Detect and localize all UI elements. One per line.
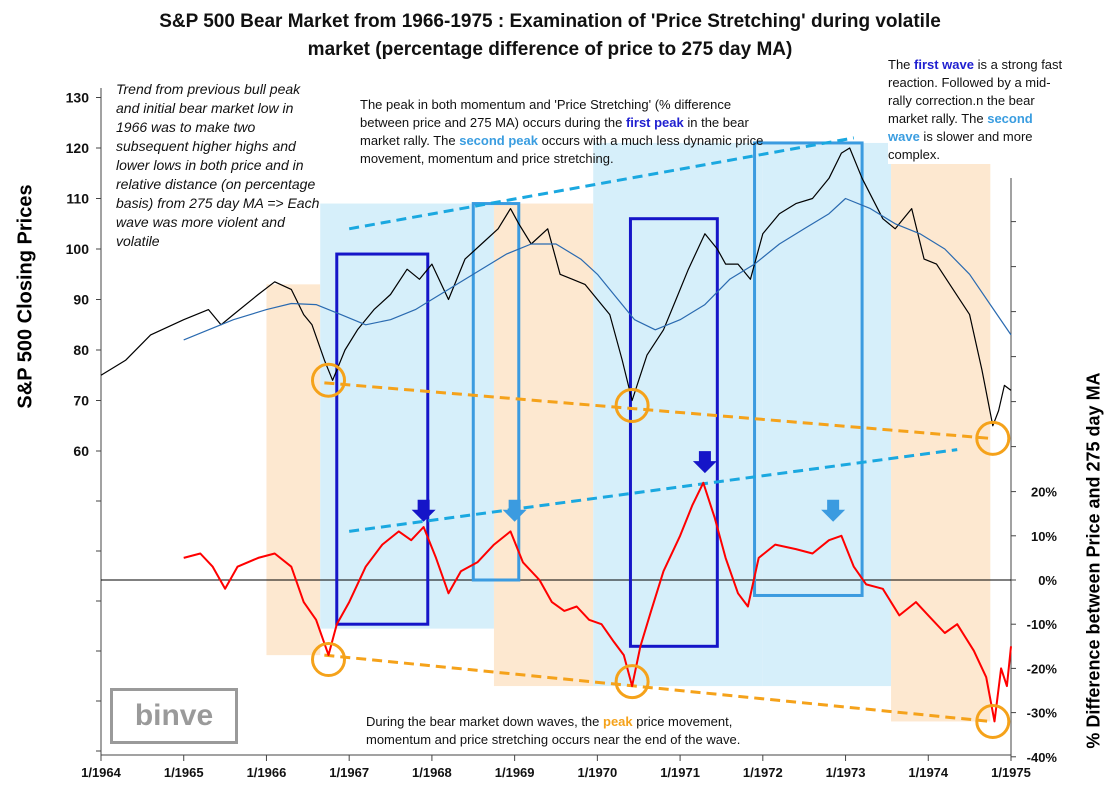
band-1 [266, 284, 321, 656]
low-circle-marker [311, 362, 346, 398]
x-tick-label: 1/1965 [164, 765, 204, 780]
ma-275-line [183, 197, 1012, 341]
diff-highs-trendline [348, 448, 958, 533]
low-circle-marker [975, 703, 1011, 739]
left-tick-label: 110 [66, 191, 89, 207]
note-peak-text-b: in the bear market rally. The [360, 115, 749, 148]
right-tick-label: -20% [1027, 661, 1058, 676]
trend-lines [324, 136, 991, 723]
left-tick-label: 120 [66, 140, 90, 156]
right-tick-label: 10% [1031, 529, 1057, 544]
chart-title-line2: market (percentage difference of price t… [307, 39, 793, 60]
left-tick-label: 100 [66, 241, 90, 257]
note-wave-second: second wave [888, 111, 1033, 144]
band-2 [320, 203, 494, 629]
x-tick-label: 1/1974 [908, 765, 949, 780]
chart-title-line1: S&P 500 Bear Market from 1966-1975 : Exa… [159, 11, 941, 32]
series-lines [100, 147, 1012, 723]
peak-arrow-icon [821, 499, 846, 522]
peak-arrow-icon [411, 499, 436, 522]
low-circle-marker [311, 642, 346, 678]
x-tick-label: 1/1968 [412, 765, 452, 780]
note-trend: Trend from previous bull peak and initia… [116, 81, 320, 249]
x-tick-label: 1/1971 [660, 765, 700, 780]
band-4 [593, 142, 763, 687]
low-circle-marker [975, 420, 1011, 456]
band-5 [762, 142, 892, 687]
x-tick-label: 1/1970 [577, 765, 617, 780]
x-tick-label: 1/1972 [743, 765, 783, 780]
note-peak-text-c: occurs with a much less dynamic price mo… [360, 133, 764, 166]
axes: 60 70 80 90 100 110 120 130 20% 10% 0% -10% -20% -30%… [66, 88, 1058, 780]
note-wave-text-c: is slower and more complex. [888, 129, 1033, 162]
right-tick-label: -40% [1027, 750, 1058, 765]
note-down: During the bear market down waves, the p… [366, 713, 796, 749]
x-tick-label: 1/1967 [329, 765, 369, 780]
left-tick-label: 70 [73, 393, 89, 409]
binve-logo: binve [110, 688, 238, 744]
x-tick-label: 1/1969 [495, 765, 535, 780]
peak-arrow-icon [502, 499, 527, 522]
right-tick-label: -30% [1027, 706, 1058, 721]
first-wave-box-2 [628, 217, 719, 648]
right-tick-label: 0% [1038, 573, 1057, 588]
price-highs-trendline [348, 136, 855, 231]
x-tick-label: 1/1973 [826, 765, 866, 780]
left-tick-label: 90 [73, 292, 89, 308]
low-circle-marker [614, 664, 650, 700]
sp500-price-line [100, 147, 1012, 427]
note-peak: The peak in both momentum and 'Price Str… [360, 96, 780, 168]
note-wave: The first wave is a strong fast reaction… [888, 56, 1068, 164]
right-axis-label: % Difference between Price and 275 day M… [1083, 372, 1104, 749]
chart-title: S&P 500 Bear Market from 1966-1975 : Exa… [100, 8, 1000, 64]
note-down-peak: peak [603, 714, 633, 729]
note-wave-text-b: is a strong fast reaction. Followed by a… [888, 57, 1063, 126]
left-tick-label: 130 [66, 90, 90, 106]
markers [311, 362, 1011, 739]
x-tick-label: 1/1966 [247, 765, 287, 780]
left-tick-label: 80 [73, 342, 89, 358]
right-tick-label: -10% [1027, 617, 1058, 632]
note-down-text-a: During the bear market down waves, the [366, 714, 604, 729]
note-wave-first: first wave [914, 57, 974, 72]
x-tick-label: 1/1964 [81, 765, 122, 780]
band-3 [493, 203, 594, 687]
note-peak-text-a: The peak in both momentum and 'Price Str… [360, 97, 732, 130]
note-wave-text-a: The [888, 57, 915, 72]
peak-arrow-icon [692, 451, 717, 474]
second-wave-box-2 [753, 141, 864, 597]
first-wave-box-1 [335, 252, 430, 626]
left-axis-label: S&P 500 Closing Prices [14, 184, 37, 409]
right-tick-label: 20% [1031, 485, 1057, 500]
note-peak-second: second peak [459, 133, 538, 148]
background-bands [266, 142, 991, 722]
low-circle-marker [614, 388, 650, 424]
note-down-text-b: price movement, momentum and price stret… [366, 714, 741, 747]
x-tick-label: 1/1975 [991, 765, 1031, 780]
note-peak-first: first peak [625, 115, 684, 130]
pct-diff-line [183, 481, 1012, 723]
left-tick-label: 60 [73, 443, 89, 459]
